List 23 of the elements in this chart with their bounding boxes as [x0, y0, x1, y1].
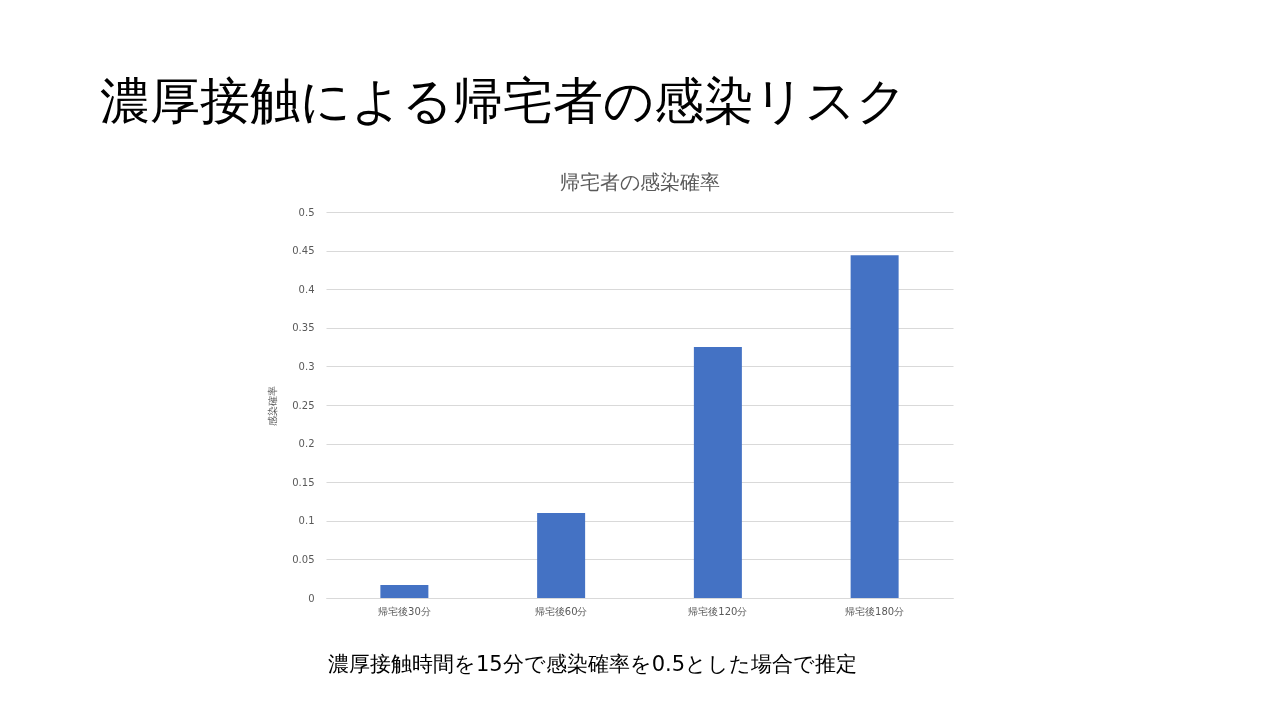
y-tick-label: 0.25	[292, 399, 315, 411]
bar	[537, 513, 586, 598]
y-tick-label: 0	[308, 592, 315, 604]
y-tick-label: 0.45	[292, 245, 315, 257]
y-tick-label: 0.4	[298, 283, 315, 295]
y-tick-label: 0.3	[298, 360, 315, 372]
x-tick-label: 帰宅後60分	[534, 605, 588, 617]
y-tick-label: 0.35	[292, 322, 315, 334]
y-tick-label: 0.2	[298, 438, 315, 450]
text: 濃厚接触時間を15分で感染確率を0.5とした場合で推定	[328, 651, 858, 678]
chart-subtitle: 帰宅者の感染確率	[559, 170, 720, 194]
x-tick-label: 帰宅後30分	[378, 605, 431, 617]
bar	[380, 584, 429, 598]
y-tick-label: 0.5	[298, 206, 315, 218]
x-tick-label: 帰宅後180分	[845, 605, 905, 617]
y-tick-label: 0.1	[298, 515, 315, 527]
bar	[693, 347, 742, 598]
y-tick-label: 0.05	[292, 553, 315, 565]
bar	[850, 255, 899, 598]
chart-title: 濃厚接触による帰宅者の感染リスク	[100, 71, 907, 132]
x-tick-label: 帰宅後120分	[688, 605, 748, 617]
y-tick-label: 0.15	[292, 476, 315, 488]
y-axis-title: 感染確率	[267, 385, 279, 426]
